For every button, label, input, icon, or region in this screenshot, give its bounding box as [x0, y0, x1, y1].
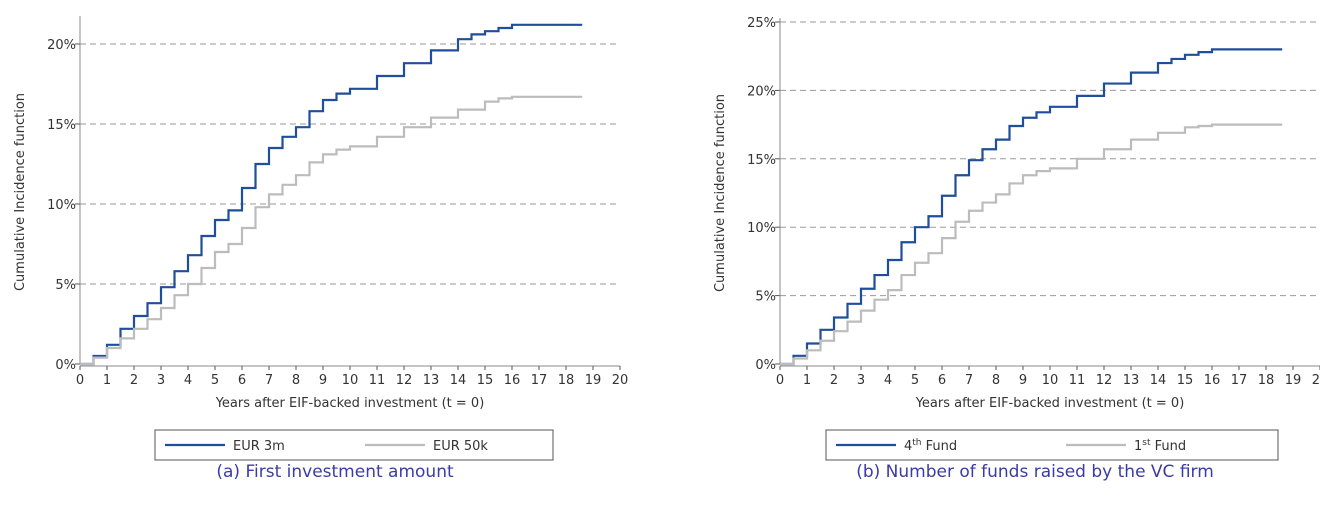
a-xtick-label: 1 [103, 373, 111, 388]
a-ytick-label: 5% [55, 278, 76, 293]
a-xtick-label: 12 [396, 373, 413, 388]
panel-a: 0% 5% 10% 15% 20% 0 1 2 3 4 5 6 7 8 9 10 11 12 13 14 15 16 17 1… [13, 16, 629, 482]
b-ytick-label: 20% [747, 84, 776, 99]
a-ytick-label: 15% [47, 118, 76, 133]
b-xtick-label: 2 [830, 373, 838, 388]
a-xtick-label: 3 [157, 373, 165, 388]
b-xtick-label: 11 [1069, 373, 1086, 388]
a-xtick-label: 20 [612, 373, 629, 388]
b-ytick-label: 5% [755, 290, 776, 305]
b-xtick-label: 10 [1042, 373, 1059, 388]
a-ytick-label: 0% [55, 358, 76, 373]
b-xtick-label: 3 [857, 373, 865, 388]
b-ytick-label: 10% [747, 221, 776, 236]
a-xtick-label: 10 [342, 373, 359, 388]
b-xtick-label: 5 [911, 373, 919, 388]
a-xtick-label: 7 [265, 373, 273, 388]
a-ytick-label: 10% [47, 198, 76, 213]
b-legend-label: 1st Fund [1134, 438, 1186, 454]
a-legend-label: EUR 50k [433, 439, 488, 454]
a-xtick-label: 4 [184, 373, 192, 388]
b-xtick-label: 14 [1150, 373, 1167, 388]
b-xtick-label: 16 [1204, 373, 1221, 388]
b-series-secondary-line [780, 123, 1283, 366]
a-xtick-label: 2 [130, 373, 138, 388]
b-ytick-label: 25% [747, 16, 776, 31]
b-xtick-label: 18 [1258, 373, 1275, 388]
b-xtick-label: 6 [938, 373, 946, 388]
a-xtick-label: 17 [531, 373, 548, 388]
a-series-secondary-line [80, 95, 583, 366]
a-y-axis-label: Cumulative Incidence function [13, 93, 28, 291]
b-legend [825, 429, 1279, 461]
caption-a: (a) First investment amount [216, 462, 454, 482]
b-xtick-label: 20 [1312, 373, 1320, 388]
a-xtick-label: 18 [558, 373, 575, 388]
a-xtick-label: 15 [477, 373, 494, 388]
a-ytick-label: 20% [47, 38, 76, 53]
a-xtick-label: 16 [504, 373, 521, 388]
caption-b: (b) Number of funds raised by the VC fir… [856, 462, 1214, 482]
b-xtick-label: 15 [1177, 373, 1194, 388]
a-xtick-label: 13 [423, 373, 440, 388]
a-xtick-label: 8 [292, 373, 300, 388]
b-y-axis-label: Cumulative Incidence function [713, 94, 728, 292]
a-xtick-label: 11 [369, 373, 386, 388]
a-legend-label: EUR 3m [233, 439, 285, 454]
a-xtick-label: 5 [211, 373, 219, 388]
b-xtick-label: 13 [1123, 373, 1140, 388]
b-xtick-label: 9 [1019, 373, 1027, 388]
a-xtick-label: 9 [319, 373, 327, 388]
b-series-primary-line [780, 48, 1283, 366]
a-series-primary-line [80, 23, 583, 366]
b-xtick-label: 4 [884, 373, 892, 388]
a-x-axis-label: Years after EIF-backed investment (t = 0… [215, 396, 485, 411]
a-xtick-label: 6 [238, 373, 246, 388]
b-x-axis-label: Years after EIF-backed investment (t = 0… [915, 396, 1185, 411]
b-legend-label: 4th Fund [904, 438, 957, 454]
b-xtick-label: 1 [803, 373, 811, 388]
b-xtick-label: 7 [965, 373, 973, 388]
b-ytick-label: 0% [755, 358, 776, 373]
b-xtick-label: 19 [1285, 373, 1302, 388]
a-xtick-label: 0 [76, 373, 84, 388]
b-xtick-label: 17 [1231, 373, 1248, 388]
panel-b: 0% 5% 10% 15% 20% 25% 0 1 2 3 4 5 6 7 8 9 10 11 12 13 14 15 16… [660, 0, 1320, 506]
b-xtick-label: 12 [1096, 373, 1113, 388]
chart-b: 0%5%10%15%20%25%0 1 2 3 4 5 6 7 8 9 10 11 12 13 14 15 16… [713, 16, 1320, 461]
b-ytick-label: 15% [747, 153, 776, 168]
b-xtick-label: 0 [776, 373, 784, 388]
a-xtick-label: 19 [585, 373, 602, 388]
chart-a: 0%5%10%15%20%0 1 2 3 4 5 6 7 8 9 10 11 12 13 14 15 16 17 1… [13, 16, 629, 461]
a-xtick-label: 14 [450, 373, 467, 388]
b-xtick-label: 8 [992, 373, 1000, 388]
